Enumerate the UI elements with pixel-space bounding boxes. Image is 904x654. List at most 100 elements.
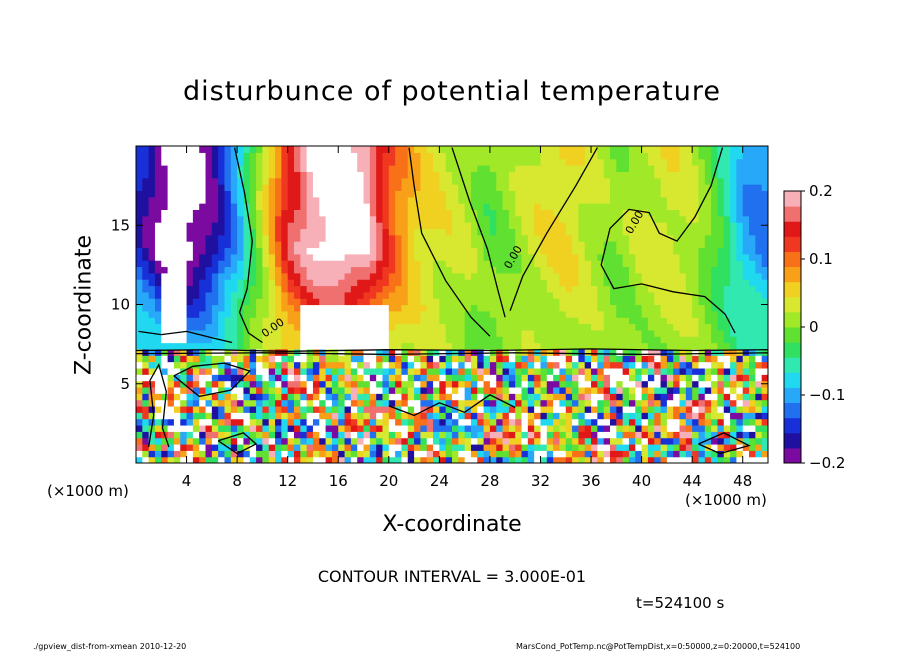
heatmap-cell [407, 291, 415, 299]
heatmap-cell [698, 291, 706, 299]
heatmap-cell [578, 234, 586, 242]
heatmap-cell [584, 317, 592, 325]
heatmap-cell [439, 266, 447, 274]
heatmap-cell [704, 291, 712, 299]
heatmap-cell [527, 247, 535, 255]
heatmap-cell [218, 405, 226, 413]
heatmap-cell [300, 418, 308, 426]
heatmap-cell [237, 336, 245, 344]
heatmap-cell [224, 336, 232, 344]
heatmap-cell [331, 355, 339, 363]
heatmap-cell [489, 203, 497, 210]
heatmap-cell [534, 336, 542, 344]
heatmap-cell [249, 317, 257, 325]
heatmap-cell [439, 152, 447, 160]
heatmap-cell [565, 279, 573, 287]
heatmap-cell [698, 190, 706, 198]
heatmap-cell [502, 323, 510, 331]
heatmap-cell [211, 228, 219, 236]
heatmap-cell [325, 424, 333, 432]
heatmap-cell [685, 215, 693, 223]
heatmap-cell [237, 222, 245, 230]
heatmap-cell [508, 393, 516, 401]
heatmap-cell [192, 374, 200, 382]
heatmap-cell [420, 228, 428, 236]
heatmap-cell [666, 386, 674, 394]
heatmap-cell [325, 190, 333, 198]
heatmap-cell [173, 399, 181, 407]
heatmap-cell [294, 266, 301, 274]
heatmap-cell [420, 260, 428, 268]
heatmap-cell [755, 203, 763, 210]
heatmap-cell [237, 190, 245, 198]
heatmap-cell [673, 443, 681, 451]
heatmap-cell [218, 165, 226, 172]
heatmap-cell [426, 196, 434, 204]
heatmap-cell [521, 386, 529, 394]
heatmap-cell [553, 424, 561, 432]
heatmap-cell [262, 247, 270, 255]
heatmap-cell [452, 203, 459, 210]
heatmap-cell [521, 399, 529, 407]
heatmap-cell [357, 177, 365, 185]
heatmap-cell [540, 266, 548, 274]
heatmap-cell [553, 146, 561, 153]
heatmap-cell [515, 241, 523, 249]
heatmap-cell [306, 285, 314, 293]
heatmap-cell [717, 266, 725, 274]
heatmap-cell [730, 399, 737, 407]
heatmap-cell [452, 317, 459, 325]
heatmap-cell [230, 177, 238, 185]
heatmap-cell [237, 323, 245, 331]
heatmap-cell [483, 196, 491, 204]
heatmap-cell [527, 165, 535, 172]
heatmap-cell [622, 241, 630, 249]
heatmap-cell [616, 234, 624, 242]
heatmap-cell [192, 215, 200, 223]
heatmap-cell [148, 190, 156, 198]
heatmap-cell [628, 247, 636, 255]
heatmap-cells [136, 146, 768, 463]
heatmap-cell [761, 431, 768, 439]
heatmap-cell [464, 247, 472, 255]
heatmap-cell [464, 329, 472, 337]
heatmap-cell [338, 450, 346, 458]
heatmap-cell [666, 393, 674, 401]
heatmap-cell [749, 291, 756, 299]
heatmap-cell [344, 329, 352, 337]
heatmap-cell [287, 177, 295, 185]
heatmap-cell [142, 386, 150, 394]
heatmap-cell [237, 266, 245, 274]
heatmap-cell [281, 228, 289, 236]
heatmap-cell [584, 285, 592, 293]
heatmap-cell [464, 317, 472, 325]
heatmap-cell [540, 431, 548, 439]
heatmap-cell [660, 380, 668, 388]
heatmap-cell [483, 190, 491, 198]
heatmap-cell [628, 260, 636, 268]
heatmap-cell [755, 234, 763, 242]
heatmap-cell [237, 342, 245, 350]
heatmap-cell [723, 405, 731, 413]
heatmap-cell [211, 158, 219, 166]
heatmap-cell [294, 342, 301, 350]
heatmap-cell [350, 272, 358, 280]
heatmap-cell [136, 146, 143, 153]
heatmap-cell [268, 260, 276, 268]
heatmap-cell [218, 247, 226, 255]
heatmap-cell [489, 272, 497, 280]
heatmap-cell [628, 424, 636, 432]
heatmap-cell [673, 437, 681, 445]
heatmap-cell [211, 336, 219, 344]
heatmap-cell [622, 443, 630, 451]
heatmap-cell [136, 247, 143, 255]
heatmap-cell [730, 323, 737, 331]
heatmap-cell [401, 152, 409, 160]
heatmap-cell [205, 228, 213, 236]
heatmap-cell [635, 424, 643, 432]
heatmap-cell [173, 234, 181, 242]
heatmap-cell [294, 241, 301, 249]
heatmap-cell [736, 165, 744, 172]
heatmap-cell [464, 412, 472, 420]
heatmap-cell [692, 234, 700, 242]
